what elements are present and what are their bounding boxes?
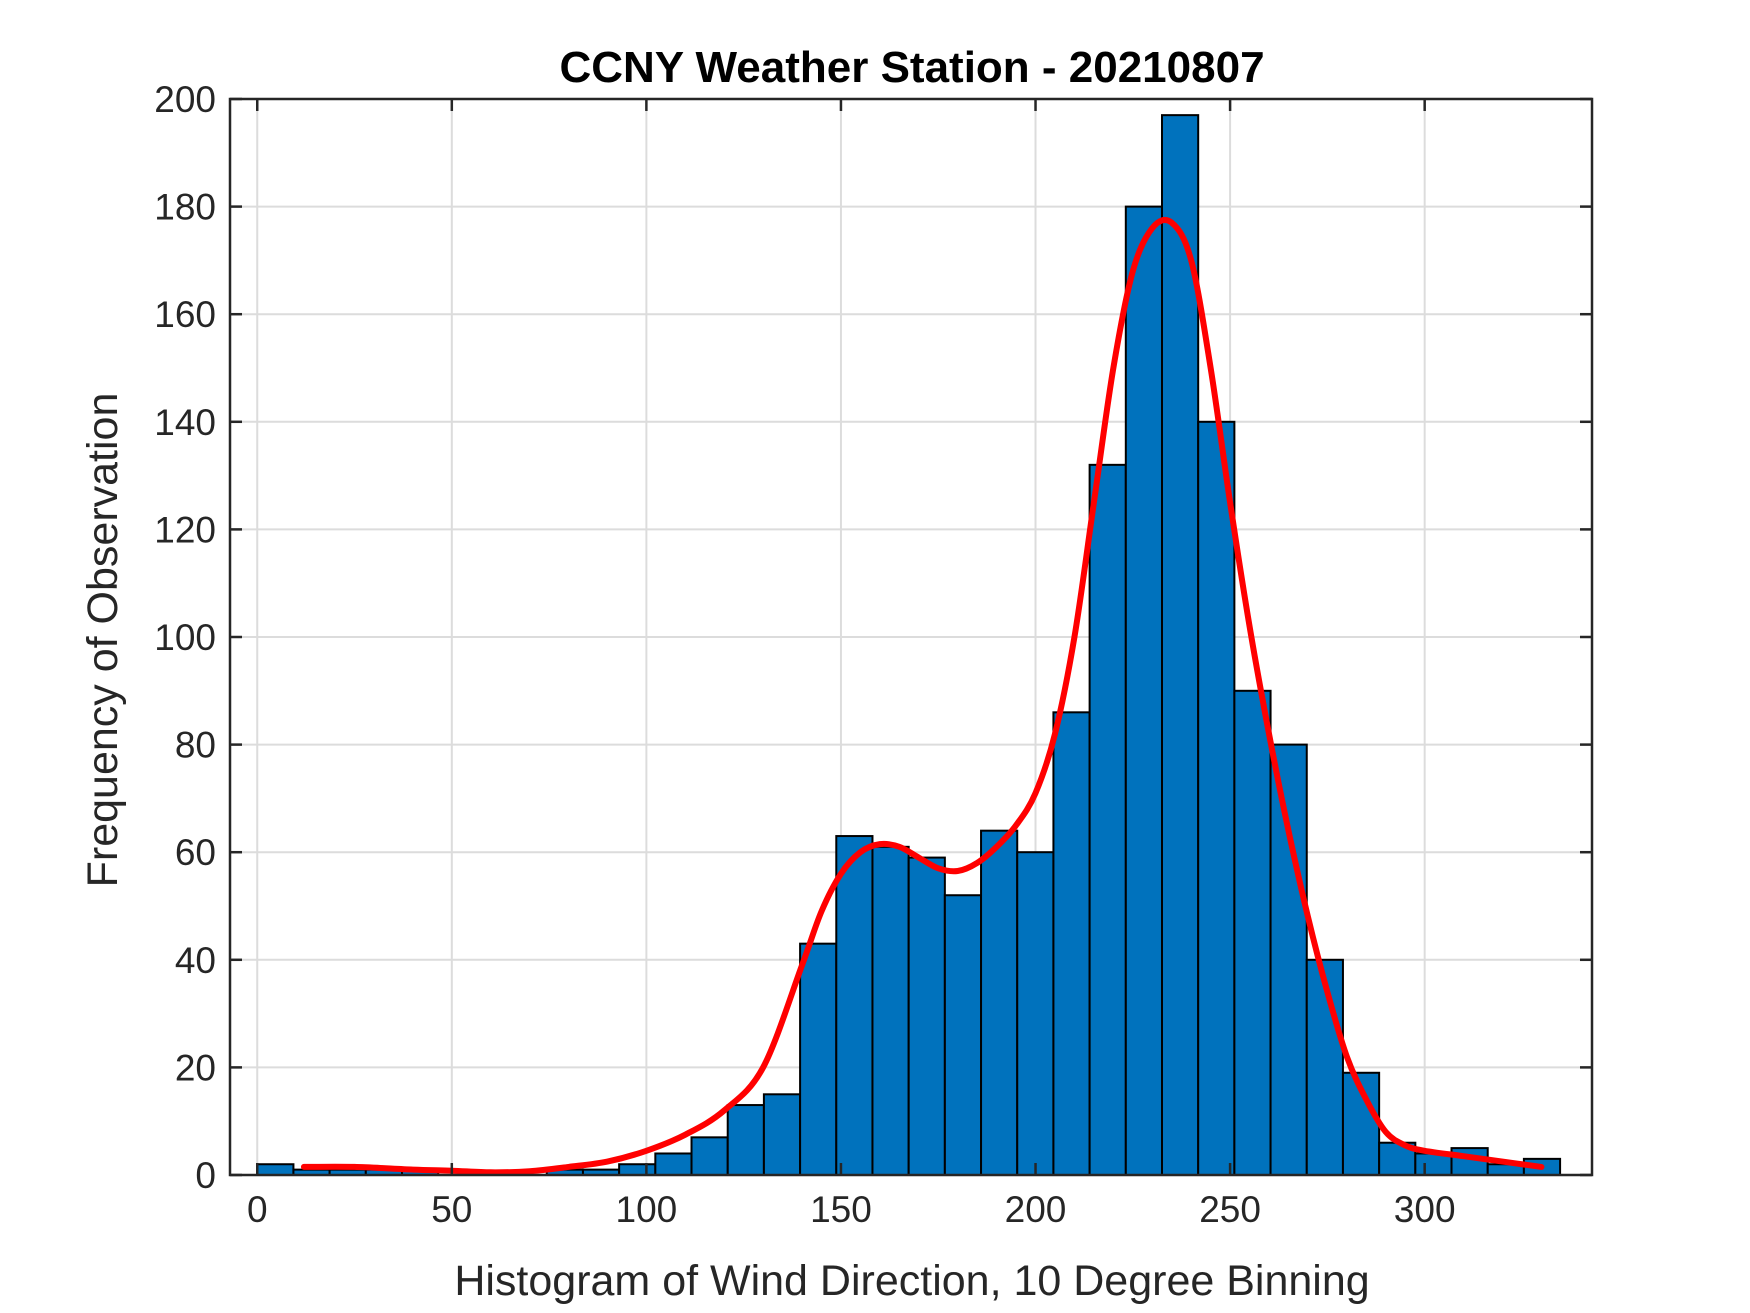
histogram-bar bbox=[799, 942, 838, 1176]
histogram-bar bbox=[1233, 689, 1272, 1176]
y-tick-label: 80 bbox=[175, 725, 216, 766]
histogram-bar bbox=[980, 829, 1019, 1176]
histogram-bar bbox=[1088, 463, 1127, 1176]
histogram-bar bbox=[690, 1136, 729, 1176]
y-tick-label: 40 bbox=[175, 940, 216, 981]
plot-area: 0 50 100 150 200 250 300 0 20 40 60 80 100 120 140 160 1… bbox=[154, 79, 1594, 1230]
histogram-bar bbox=[762, 1093, 802, 1177]
y-tick-label: 140 bbox=[154, 402, 216, 443]
x-tick-label: 300 bbox=[1394, 1189, 1456, 1230]
histogram-bar bbox=[726, 1104, 765, 1177]
histogram-bar bbox=[256, 1163, 295, 1176]
histogram-bar bbox=[907, 856, 946, 1177]
y-tick-label: 100 bbox=[154, 617, 216, 658]
histogram-bar bbox=[654, 1152, 693, 1176]
histogram-bar bbox=[618, 1163, 657, 1176]
x-axis-label: Histogram of Wind Direction, 10 Degree B… bbox=[454, 1257, 1369, 1305]
y-tick-label: 160 bbox=[154, 294, 216, 335]
x-tick-label: 0 bbox=[247, 1189, 268, 1230]
x-tick-label: 50 bbox=[431, 1189, 472, 1230]
histogram-bar bbox=[1052, 711, 1091, 1176]
x-tick-label: 200 bbox=[1005, 1189, 1067, 1230]
histogram-bar bbox=[835, 835, 874, 1176]
histogram-bar bbox=[1197, 420, 1236, 1176]
y-tick-label: 0 bbox=[195, 1155, 216, 1196]
fit-curve bbox=[300, 216, 1545, 1176]
chart-title: CCNY Weather Station - 20210807 bbox=[559, 43, 1264, 92]
y-axis-label: Frequency of Observation bbox=[79, 393, 127, 888]
histogram-bar bbox=[943, 894, 983, 1176]
histogram-bar bbox=[871, 845, 910, 1176]
y-tick-label: 60 bbox=[175, 832, 216, 873]
y-tick-label: 20 bbox=[175, 1047, 216, 1088]
histogram-bar bbox=[1016, 851, 1055, 1176]
y-tick-label: 180 bbox=[154, 187, 216, 228]
y-tick-label: 120 bbox=[154, 509, 216, 550]
histogram-bar bbox=[1124, 205, 1163, 1177]
x-tick-label: 100 bbox=[616, 1189, 678, 1230]
x-tick-label: 150 bbox=[810, 1189, 872, 1230]
y-tick-label: 200 bbox=[154, 79, 216, 120]
x-tick-label: 250 bbox=[1199, 1189, 1261, 1230]
histogram-bar bbox=[1269, 743, 1308, 1176]
